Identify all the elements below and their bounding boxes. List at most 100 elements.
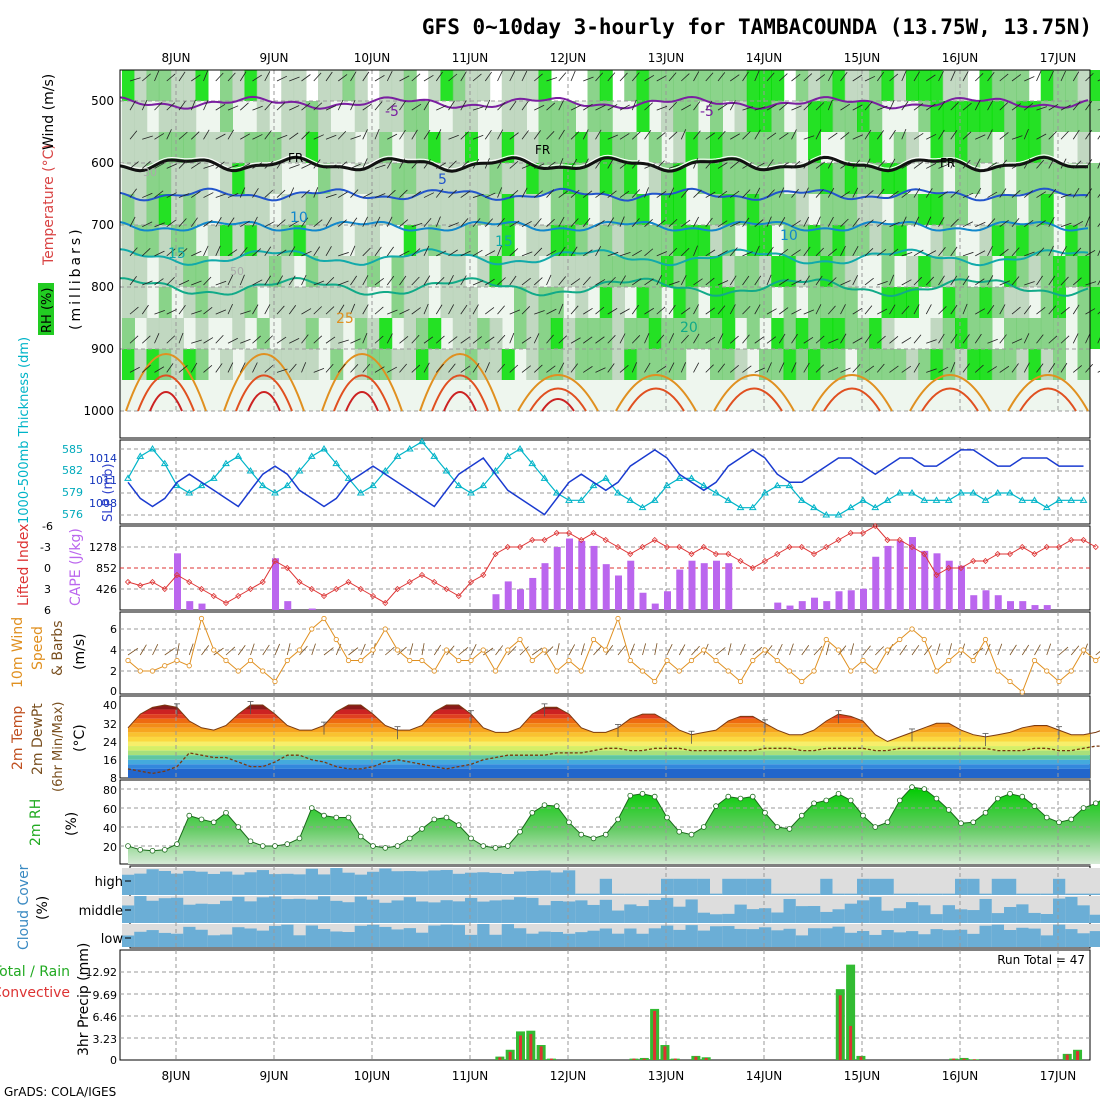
cloud-fill [673,878,686,895]
wind-barb [913,161,924,169]
rh-cell [428,70,442,101]
wind-barb-10m [507,646,517,656]
rh-cell [685,101,699,132]
cloud-fill [832,893,845,895]
wind-barb [374,306,384,315]
wind-barb [386,102,396,111]
wind-barb [1097,222,1100,227]
wind-barb [791,73,801,82]
contour-labels: -5 -5 5 10 15 10 15 20 25 30 50 FR FR FR [143,104,955,336]
wind-barb [681,219,691,228]
cloud-fill [979,898,992,923]
lifted-index-point [308,585,315,593]
rh-cell [281,101,295,132]
rh-cell [305,349,319,380]
rh-cell [465,132,478,163]
wind-barb [558,158,564,169]
wind-barb-10m [1095,651,1100,656]
rh-cell [232,256,246,287]
cloud-fill [391,900,404,923]
rh-cell [783,287,797,318]
cape-bar [553,546,561,610]
wind-barb [485,278,495,286]
rh-cell [1065,194,1079,225]
rh-cell [269,256,282,287]
wind-barb [166,276,175,286]
wind-barb [166,192,177,198]
wind-barb [913,276,923,286]
cloud-fill [183,926,196,947]
cloud-clear [783,868,796,895]
wind-barb [1048,363,1056,373]
thickness-point [883,496,892,503]
precip-convective-bar [642,1058,646,1060]
cloud-fill [416,932,429,947]
wind-barb [901,190,911,198]
rh-path [127,786,1100,852]
thickness-point [307,452,316,459]
lifted-index-point [688,550,695,558]
cloud-fill [256,897,270,923]
rh-cell [354,318,368,349]
wind-barb [239,71,247,82]
rh-cell [942,101,956,132]
wind-barb [717,250,728,257]
rh-point [872,824,879,830]
rh-cell [734,70,748,101]
rh-cell [991,225,1005,256]
rh-cell [1004,225,1017,256]
rh-tick: 80 [103,784,117,797]
wind-speed-point [590,636,597,643]
lifted-index-point [259,578,266,586]
li-tick: 0 [44,562,51,575]
rh-cell [1004,287,1017,318]
wind-barb [705,132,715,140]
wind-barb [533,247,543,257]
cloud-fill [232,896,245,923]
wind-barb [521,306,531,315]
wind-barb [815,247,824,257]
wind-barb [717,220,728,228]
rh-cell [501,349,515,380]
rh-cell [416,101,429,132]
wind-barb [1060,222,1072,228]
date-label-top: 11JUN [452,51,489,65]
cloud-fill [342,872,355,895]
wind-barb [362,158,368,169]
wind-ylabel: Wind (m/s) [41,74,57,150]
wind-barb [264,130,272,140]
lifted-index-point [333,585,340,593]
rh-cell [942,256,956,287]
cloud-fill [1040,893,1054,895]
rh-cell [808,163,821,194]
wind-barb [730,74,740,82]
cloud-fill [759,908,772,923]
wind-barb-10m [274,643,281,656]
rh-cell [942,132,956,163]
cloud-fill [171,897,184,923]
lifted-index-point [504,543,511,551]
precip-convective-bar [653,1010,657,1060]
rh-point [419,826,425,832]
thickness-point [859,496,867,503]
cloud-fill [918,934,931,947]
wind-speed-point [260,668,266,674]
thickness-point [381,467,390,474]
wind-barb [1085,72,1094,82]
thickness-point [124,474,132,481]
wind-barb [1023,190,1033,198]
wind-barb [546,102,556,111]
rh-cell [158,132,172,163]
date-label-top: 16JUN [942,51,979,65]
lifted-index-point [810,550,818,558]
contour-25 [811,374,893,412]
wind-barb [276,368,288,373]
rh-cell [416,256,429,287]
precip-convective-bar [529,1034,533,1060]
rh-cell [832,349,846,380]
wind-barb [950,246,958,257]
wind-barb [595,220,605,228]
wind-barb [840,103,850,111]
cape-bar [921,550,929,610]
wind-barb-10m [250,643,255,656]
